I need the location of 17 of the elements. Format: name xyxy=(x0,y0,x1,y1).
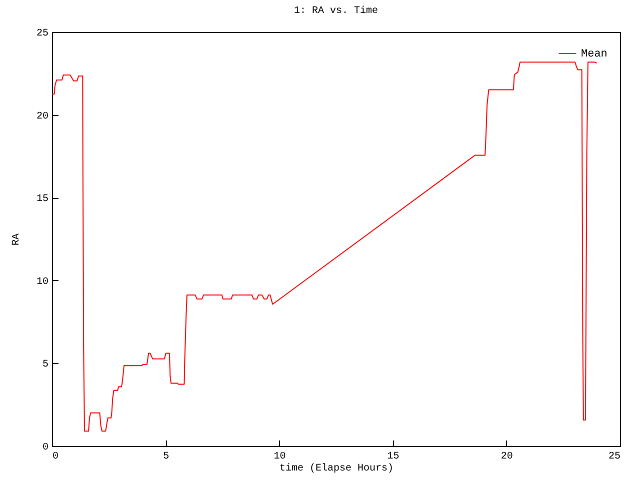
y-tick-label: 10 xyxy=(36,276,48,288)
legend-label: Mean xyxy=(581,48,608,60)
y-tick-label: 15 xyxy=(36,194,48,206)
y-tick-label: 20 xyxy=(36,111,48,122)
line-series xyxy=(52,62,598,432)
y-axis-title: RA xyxy=(12,233,22,246)
x-axis-title: time (Elapse Hours) xyxy=(279,462,394,474)
y-tick-label: 0 xyxy=(42,442,48,454)
x-tick-label: 15 xyxy=(387,452,400,462)
x-tick-label: 10 xyxy=(274,452,286,462)
x-tick-label: 0 xyxy=(52,452,59,462)
y-tick-label: 25 xyxy=(36,28,48,40)
y-tick-label: 5 xyxy=(42,360,48,371)
chart-title: 1: RA vs. Time xyxy=(294,5,378,17)
x-tick-label: 5 xyxy=(163,452,170,462)
x-tick-label: 20 xyxy=(500,452,513,462)
x-tick-label: 25 xyxy=(608,452,620,462)
